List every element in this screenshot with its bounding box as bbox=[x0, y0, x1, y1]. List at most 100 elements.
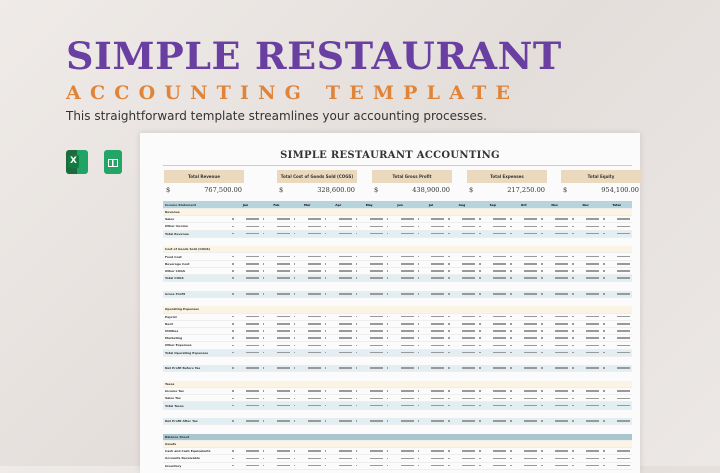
value-cell[interactable] bbox=[446, 261, 477, 267]
value-cell[interactable] bbox=[446, 253, 477, 259]
value-cell[interactable] bbox=[292, 448, 323, 454]
value-cell[interactable] bbox=[508, 231, 539, 237]
value-cell[interactable] bbox=[477, 418, 508, 424]
value-cell[interactable] bbox=[323, 223, 354, 229]
value-cell[interactable] bbox=[416, 268, 447, 274]
value-cell[interactable] bbox=[385, 268, 416, 274]
empty-cell[interactable] bbox=[385, 209, 416, 215]
value-cell[interactable] bbox=[354, 314, 385, 320]
value-cell[interactable] bbox=[601, 448, 632, 454]
value-cell[interactable] bbox=[477, 321, 508, 327]
value-cell[interactable] bbox=[416, 402, 447, 408]
value-cell[interactable] bbox=[570, 268, 601, 274]
empty-cell[interactable] bbox=[416, 441, 447, 447]
value-cell[interactable] bbox=[508, 328, 539, 334]
value-cell[interactable] bbox=[354, 321, 385, 327]
value-cell[interactable] bbox=[230, 216, 261, 222]
value-cell[interactable] bbox=[477, 291, 508, 297]
value-cell[interactable] bbox=[446, 448, 477, 454]
empty-cell[interactable] bbox=[416, 209, 447, 215]
value-cell[interactable] bbox=[292, 328, 323, 334]
empty-cell[interactable] bbox=[261, 209, 292, 215]
value-cell[interactable] bbox=[539, 231, 570, 237]
value-cell[interactable] bbox=[261, 448, 292, 454]
value-cell[interactable] bbox=[508, 448, 539, 454]
value-cell[interactable] bbox=[601, 402, 632, 408]
value-cell[interactable] bbox=[354, 223, 385, 229]
value-cell[interactable] bbox=[508, 261, 539, 267]
value-cell[interactable] bbox=[601, 321, 632, 327]
empty-cell[interactable] bbox=[508, 306, 539, 312]
value-cell[interactable] bbox=[261, 342, 292, 348]
empty-cell[interactable] bbox=[601, 441, 632, 447]
empty-cell[interactable] bbox=[261, 434, 292, 440]
empty-cell[interactable] bbox=[539, 441, 570, 447]
value-cell[interactable] bbox=[292, 253, 323, 259]
empty-cell[interactable] bbox=[416, 434, 447, 440]
value-cell[interactable] bbox=[570, 335, 601, 341]
value-cell[interactable] bbox=[601, 253, 632, 259]
empty-cell[interactable] bbox=[477, 441, 508, 447]
value-cell[interactable] bbox=[261, 350, 292, 356]
value-cell[interactable] bbox=[385, 275, 416, 281]
value-cell[interactable] bbox=[539, 328, 570, 334]
value-cell[interactable] bbox=[230, 328, 261, 334]
value-cell[interactable] bbox=[601, 342, 632, 348]
value-cell[interactable] bbox=[354, 335, 385, 341]
value-cell[interactable] bbox=[292, 231, 323, 237]
value-cell[interactable] bbox=[446, 342, 477, 348]
value-cell[interactable] bbox=[323, 395, 354, 401]
value-cell[interactable] bbox=[446, 328, 477, 334]
value-cell[interactable] bbox=[539, 275, 570, 281]
value-cell[interactable] bbox=[416, 350, 447, 356]
value-cell[interactable] bbox=[385, 231, 416, 237]
value-cell[interactable] bbox=[323, 216, 354, 222]
value-cell[interactable] bbox=[354, 350, 385, 356]
value-cell[interactable] bbox=[354, 342, 385, 348]
value-cell[interactable] bbox=[601, 268, 632, 274]
empty-cell[interactable] bbox=[323, 434, 354, 440]
value-cell[interactable] bbox=[323, 253, 354, 259]
value-cell[interactable] bbox=[477, 342, 508, 348]
empty-cell[interactable] bbox=[508, 246, 539, 252]
empty-cell[interactable] bbox=[230, 306, 261, 312]
value-cell[interactable] bbox=[416, 418, 447, 424]
value-cell[interactable] bbox=[385, 291, 416, 297]
value-cell[interactable] bbox=[292, 216, 323, 222]
value-cell[interactable] bbox=[446, 388, 477, 394]
empty-cell[interactable] bbox=[477, 306, 508, 312]
value-cell[interactable] bbox=[508, 291, 539, 297]
value-cell[interactable] bbox=[323, 418, 354, 424]
value-cell[interactable] bbox=[385, 253, 416, 259]
value-cell[interactable] bbox=[508, 350, 539, 356]
value-cell[interactable] bbox=[601, 231, 632, 237]
value-cell[interactable] bbox=[416, 261, 447, 267]
value-cell[interactable] bbox=[292, 388, 323, 394]
empty-cell[interactable] bbox=[354, 246, 385, 252]
value-cell[interactable] bbox=[323, 231, 354, 237]
value-cell[interactable] bbox=[601, 291, 632, 297]
value-cell[interactable] bbox=[539, 448, 570, 454]
value-cell[interactable] bbox=[416, 395, 447, 401]
empty-cell[interactable] bbox=[601, 306, 632, 312]
value-cell[interactable] bbox=[261, 216, 292, 222]
value-cell[interactable] bbox=[385, 314, 416, 320]
value-cell[interactable] bbox=[354, 448, 385, 454]
value-cell[interactable] bbox=[354, 328, 385, 334]
value-cell[interactable] bbox=[354, 455, 385, 461]
empty-cell[interactable] bbox=[261, 246, 292, 252]
value-cell[interactable] bbox=[570, 418, 601, 424]
value-cell[interactable] bbox=[570, 328, 601, 334]
value-cell[interactable] bbox=[477, 448, 508, 454]
value-cell[interactable] bbox=[477, 335, 508, 341]
value-cell[interactable] bbox=[539, 216, 570, 222]
value-cell[interactable] bbox=[230, 402, 261, 408]
value-cell[interactable] bbox=[230, 388, 261, 394]
empty-cell[interactable] bbox=[570, 381, 601, 387]
empty-cell[interactable] bbox=[601, 209, 632, 215]
value-cell[interactable] bbox=[416, 291, 447, 297]
value-cell[interactable] bbox=[261, 455, 292, 461]
value-cell[interactable] bbox=[601, 275, 632, 281]
value-cell[interactable] bbox=[385, 402, 416, 408]
value-cell[interactable] bbox=[323, 342, 354, 348]
